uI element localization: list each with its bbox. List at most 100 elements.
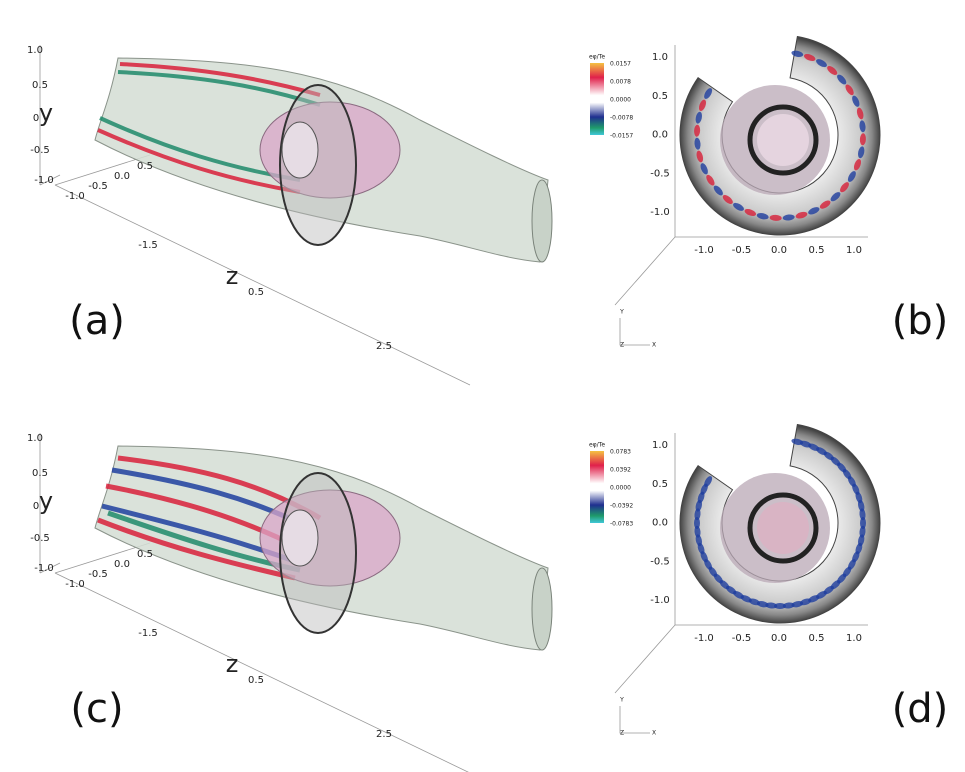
y-tick-label: 0 bbox=[33, 501, 39, 512]
x-tick-label: 0.0 bbox=[114, 171, 130, 182]
mode-blob bbox=[808, 207, 820, 215]
jet-end bbox=[531, 179, 553, 263]
core-ring bbox=[747, 104, 819, 176]
axis-line bbox=[614, 433, 868, 734]
mode-blob bbox=[852, 95, 860, 107]
colorbar-label: 0.0000 bbox=[610, 485, 631, 492]
mode-blob bbox=[694, 517, 700, 529]
y-tick-label: -0.5 bbox=[30, 145, 50, 156]
y-tick-label: 1.0 bbox=[652, 52, 668, 63]
mode-blob bbox=[803, 53, 816, 62]
z-tick-label: 2.5 bbox=[376, 341, 392, 352]
x-tick-label: 0.0 bbox=[771, 633, 787, 644]
y-axis-title: y bbox=[39, 99, 53, 127]
core-center bbox=[757, 502, 809, 554]
mode-blob bbox=[733, 202, 744, 211]
mode-blob bbox=[853, 158, 862, 171]
colorbar-label: -0.0392 bbox=[610, 503, 633, 510]
y-tick-label: 0.5 bbox=[652, 91, 668, 102]
lip bbox=[281, 509, 319, 567]
colorbar-label: -0.0078 bbox=[610, 115, 633, 122]
z-axis-title: z bbox=[226, 650, 239, 678]
axis-line bbox=[39, 433, 469, 772]
panel-label: (b) bbox=[892, 298, 949, 344]
axis-triad-label: X bbox=[652, 342, 656, 349]
x-tick-label: 0.0 bbox=[114, 559, 130, 570]
core-center bbox=[757, 114, 809, 166]
mode-blob bbox=[859, 508, 866, 521]
axis-triad-label: Y bbox=[619, 697, 624, 704]
mode-blob bbox=[713, 185, 723, 196]
panel-section: eφ/Te 0.0783 0.0392 0.0000 -0.0392 -0.0783 1.0… bbox=[589, 423, 949, 737]
jet-end bbox=[531, 567, 553, 651]
mode-blob bbox=[819, 200, 831, 209]
colorbar-label: -0.0157 bbox=[610, 133, 633, 140]
mode-blob bbox=[859, 120, 866, 133]
x-tick-label: 0.5 bbox=[137, 161, 153, 172]
colorbar-label: 0.0392 bbox=[610, 467, 631, 474]
colorbar bbox=[590, 63, 604, 135]
x-tick-label: -1.0 bbox=[65, 579, 85, 590]
colorbar-label: 0.0783 bbox=[610, 449, 631, 456]
z-tick-label: 0.5 bbox=[248, 287, 264, 298]
x-tick-label: -0.5 bbox=[88, 181, 108, 192]
y-tick-label: -1.0 bbox=[650, 207, 670, 218]
mode-stripe bbox=[97, 517, 296, 581]
z-tick-label: 2.5 bbox=[376, 729, 392, 740]
y-tick-label: 0.5 bbox=[652, 479, 668, 490]
panel-section: eφ/Te 0.0157 0.0078 0.0000 -0.0078 -0.0157 1.0… bbox=[589, 35, 949, 349]
x-tick-label: 0.0 bbox=[771, 245, 787, 256]
y-tick-label: 0.0 bbox=[652, 518, 668, 529]
x-tick-label: -0.5 bbox=[732, 633, 752, 644]
y-tick-label: -1.0 bbox=[34, 563, 54, 574]
mode-blob bbox=[847, 171, 856, 182]
mode-blob bbox=[858, 146, 865, 159]
x-tick-label: 0.5 bbox=[809, 633, 825, 644]
axis-triad-label: X bbox=[652, 730, 656, 737]
mode-blob bbox=[694, 508, 701, 521]
mode-blob bbox=[795, 211, 808, 219]
panel-label: (a) bbox=[69, 298, 125, 344]
mode-blob bbox=[704, 88, 713, 99]
mode-blob bbox=[769, 214, 782, 221]
panel-3d: 1.00.50-0.5-1.0-1.0-0.50.00.5-1.50.52.5y… bbox=[27, 433, 553, 772]
z-tick-label: 0.5 bbox=[248, 675, 264, 686]
y-tick-label: -0.5 bbox=[650, 168, 670, 179]
y-tick-label: -0.5 bbox=[650, 556, 670, 567]
mode-blob bbox=[827, 66, 838, 75]
x-tick-label: 0.5 bbox=[137, 549, 153, 560]
annulus bbox=[679, 35, 881, 236]
axis-triad-label: Y bbox=[619, 309, 624, 316]
mode-blob bbox=[694, 124, 701, 137]
mode-blob bbox=[845, 84, 854, 96]
z-tick-label: -1.5 bbox=[138, 240, 158, 251]
panel-label: (d) bbox=[892, 686, 949, 732]
panel-label: (c) bbox=[70, 686, 123, 732]
x-tick-label: 1.0 bbox=[846, 633, 862, 644]
mode-blob bbox=[782, 214, 795, 221]
y-axis-title: y bbox=[39, 487, 53, 515]
y-tick-label: 0.5 bbox=[32, 468, 48, 479]
mode-blob bbox=[698, 99, 707, 112]
x-tick-label: -1.0 bbox=[694, 633, 714, 644]
mode-blob bbox=[860, 517, 866, 529]
z-axis-title: z bbox=[226, 262, 239, 290]
x-tick-label: -0.5 bbox=[88, 569, 108, 580]
z-tick-label: -1.5 bbox=[138, 628, 158, 639]
x-tick-label: -1.0 bbox=[65, 191, 85, 202]
mode-blob bbox=[722, 195, 733, 204]
colorbar-label: -0.0783 bbox=[610, 521, 633, 528]
y-tick-label: 1.0 bbox=[652, 440, 668, 451]
y-tick-label: -1.0 bbox=[34, 175, 54, 186]
mode-blob bbox=[694, 525, 701, 538]
y-tick-label: 0.0 bbox=[652, 130, 668, 141]
y-tick-label: 1.0 bbox=[27, 45, 43, 56]
mode-blob bbox=[700, 163, 708, 175]
mode-blob bbox=[840, 182, 849, 193]
mode-blob bbox=[774, 603, 786, 609]
y-tick-label: -0.5 bbox=[30, 533, 50, 544]
mode-blob bbox=[791, 438, 804, 445]
y-tick-label: 0 bbox=[33, 113, 39, 124]
colorbar-label: 0.0000 bbox=[610, 97, 631, 104]
